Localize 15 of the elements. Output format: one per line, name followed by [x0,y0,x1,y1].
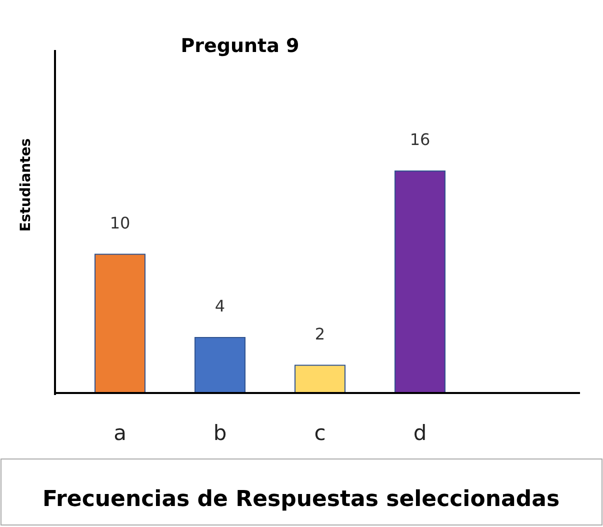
bar [94,254,146,394]
data-label: 10 [110,213,130,232]
x-tick-label: c [314,420,326,445]
x-axis-title: Frecuencias de Respuestas seleccionadas [42,487,560,512]
bar [394,170,446,394]
bar [194,337,246,394]
y-axis-title: Estudiantes [18,138,34,232]
bar [294,364,346,394]
data-label: 4 [214,296,226,316]
chart-title: Pregunta 9 [180,35,300,57]
data-label: 16 [410,130,430,149]
data-label: 2 [314,324,326,344]
x-tick-label: b [213,420,227,445]
x-tick-label: a [114,420,126,445]
x-tick-label: d [413,420,427,445]
